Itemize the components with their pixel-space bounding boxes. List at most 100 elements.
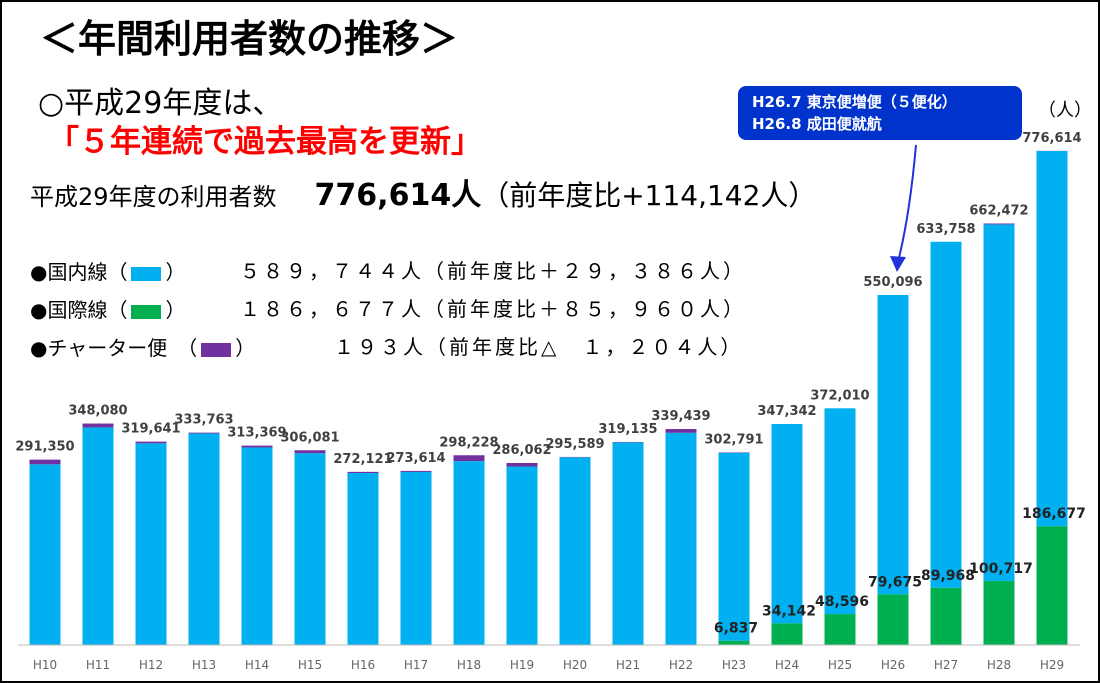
- x-tick-label: H24: [775, 658, 799, 672]
- total-label: 319,135: [598, 422, 657, 437]
- total-label: 272,121: [333, 452, 392, 467]
- x-tick-label: H12: [139, 658, 163, 672]
- legend-international: ●国際線（ ）: [30, 294, 185, 323]
- bar-domestic: [559, 457, 591, 645]
- total-label: 313,369: [227, 426, 286, 441]
- bar-charter: [241, 445, 273, 448]
- legend-domestic-label-end: ）: [165, 260, 186, 284]
- x-tick-label: H27: [934, 658, 958, 672]
- x-tick-label: H29: [1040, 658, 1064, 672]
- bar-domestic: [1036, 151, 1068, 527]
- x-tick-label: H16: [351, 658, 375, 672]
- bar-domestic: [29, 464, 61, 645]
- x-tick-label: H17: [404, 658, 428, 672]
- x-tick-label: H26: [881, 658, 905, 672]
- total-label: 302,791: [704, 432, 763, 447]
- bar-domestic: [930, 241, 962, 588]
- bar-domestic: [771, 424, 803, 624]
- bar-charter: [400, 470, 432, 472]
- bar-domestic: [294, 453, 326, 645]
- x-tick-label: H18: [457, 658, 481, 672]
- legend-international-label: ●国際線（: [30, 298, 128, 322]
- bar-domestic: [400, 471, 432, 645]
- x-tick-label: H22: [669, 658, 693, 672]
- total-label: 295,589: [545, 437, 604, 452]
- x-tick-label: H21: [616, 658, 640, 672]
- international-label: 48,596: [815, 594, 869, 610]
- x-tick-label: H13: [192, 658, 216, 672]
- annotation-arrow: [897, 144, 917, 263]
- annotation-line1: H26.7 東京便増便（５便化）: [752, 93, 957, 111]
- total-label: 298,228: [439, 435, 498, 450]
- total-label: 平成29年度の利用者数: [30, 183, 277, 211]
- total-summary: 平成29年度の利用者数 776,614人（前年度比+114,142人）: [30, 170, 816, 214]
- bar-charter: [29, 459, 61, 465]
- annotation-arrowhead: [890, 256, 906, 272]
- total-label: 776,614: [1022, 131, 1081, 146]
- total-label: 333,763: [174, 413, 233, 428]
- bar-charter: [294, 450, 326, 454]
- bar-domestic: [824, 408, 856, 615]
- legend-charter-value: １９３人（前年度比△ １，２０４人）: [334, 335, 744, 359]
- legend-international-value: １８６，６７７人（前年度比＋８５，９６０人）: [240, 297, 746, 321]
- unit-label: （人）: [1038, 100, 1092, 121]
- x-tick-label: H28: [987, 658, 1011, 672]
- legend-domestic: ●国内線（ ）: [30, 256, 185, 285]
- bar-charter: [453, 455, 485, 462]
- total-label: 662,472: [969, 204, 1028, 219]
- bar-international: [983, 580, 1015, 645]
- total-comparison: （前年度比+114,142人）: [481, 179, 817, 212]
- legend-international-swatch: [131, 304, 162, 319]
- bar-domestic: [347, 473, 379, 645]
- bar-domestic: [983, 224, 1015, 581]
- international-label: 79,675: [868, 574, 922, 590]
- annotation-line2: H26.8 成田便就航: [752, 115, 882, 133]
- bar-domestic: [506, 466, 538, 645]
- bar-domestic: [718, 452, 750, 641]
- bar-charter: [665, 429, 697, 433]
- bar-charter: [506, 462, 538, 467]
- bar-charter: [983, 223, 1015, 225]
- legend-charter-swatch: [201, 342, 232, 357]
- legend-charter-label-end: ）: [235, 336, 256, 360]
- legend-charter-label: ●チャーター便 （: [30, 336, 198, 360]
- bar-domestic: [665, 432, 697, 645]
- total-label: 633,758: [916, 222, 975, 237]
- total-value: 776,614人: [314, 178, 482, 213]
- total-label: 319,641: [121, 422, 180, 437]
- total-label: 273,614: [386, 451, 445, 466]
- x-tick-label: H25: [828, 658, 852, 672]
- total-label: 347,342: [757, 404, 816, 419]
- bar-charter: [347, 471, 379, 474]
- x-tick-label: H11: [86, 658, 110, 672]
- total-label: 372,010: [810, 388, 869, 403]
- total-label: 291,350: [15, 440, 74, 455]
- bar-international: [930, 587, 962, 645]
- bar-domestic: [453, 461, 485, 645]
- x-tick-label: H20: [563, 658, 587, 672]
- international-label: 186,677: [1022, 506, 1086, 522]
- page-title: ＜年間利用者数の推移＞: [40, 17, 459, 61]
- bar-domestic: [135, 443, 167, 645]
- legend-charter: ●チャーター便 （ ）: [30, 332, 255, 361]
- bar-charter: [135, 441, 167, 444]
- x-tick-label: H19: [510, 658, 534, 672]
- legend-domestic-value: ５８９，７４４人（前年度比＋２９，３８６人）: [240, 259, 746, 283]
- x-tick-label: H10: [33, 658, 57, 672]
- bar-international: [877, 594, 909, 645]
- bar-domestic: [188, 433, 220, 645]
- total-label: 348,080: [68, 404, 127, 419]
- subtitle-line2: 「５年連続で過去最高を更新」: [48, 124, 482, 160]
- international-label: 100,717: [969, 561, 1033, 577]
- legend-domestic-swatch: [131, 266, 162, 281]
- x-tick-label: H15: [298, 658, 322, 672]
- bar-international: [771, 623, 803, 645]
- bar-domestic: [612, 442, 644, 645]
- total-label: 550,096: [863, 275, 922, 290]
- subtitle-line1: ○平成29年度は、: [38, 86, 283, 121]
- bar-international: [824, 614, 856, 645]
- total-label: 286,062: [492, 443, 551, 458]
- total-label: 306,081: [280, 430, 339, 445]
